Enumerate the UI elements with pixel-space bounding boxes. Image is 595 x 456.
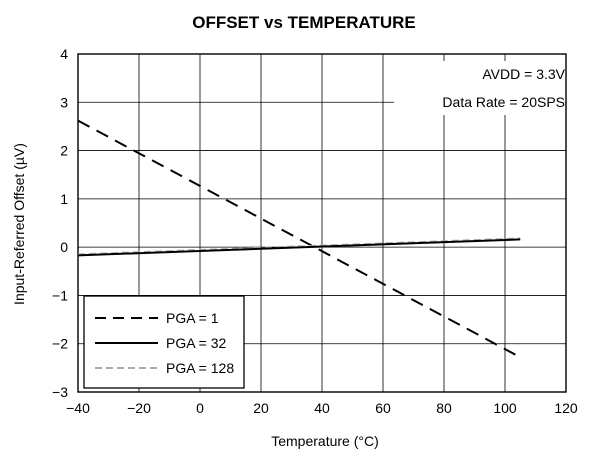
x-tick-label: −40 [66,400,90,416]
y-tick-label: −1 [52,287,68,303]
y-tick-label: 4 [60,46,68,62]
x-tick-label: 100 [493,400,517,416]
x-tick-label: 60 [375,400,391,416]
x-tick-label: 40 [314,400,330,416]
x-axis-label: Temperature (°C) [271,433,379,449]
legend-label: PGA = 32 [166,335,227,351]
x-tick-label: −20 [127,400,151,416]
x-tick-label: 80 [436,400,452,416]
y-tick-label: −2 [52,336,68,352]
y-tick-label: 1 [60,191,68,207]
plot-frame [77,53,567,393]
legend: PGA = 1 PGA = 32 PGA = 128 [83,295,245,389]
y-tick-label: 2 [60,143,68,159]
x-axis-ticks: −40 −20 0 20 40 60 80 100 120 [66,400,578,416]
y-tick-label: 0 [60,239,68,255]
series-line-pga-32 [77,238,521,257]
x-tick-label: 0 [196,400,204,416]
annotation-data-rate: Data Rate = 20SPS [442,94,565,110]
x-tick-label: 20 [253,400,269,416]
annotation-background [394,61,565,115]
legend-label: PGA = 128 [166,360,234,376]
y-axis-ticks: −3 −2 −1 0 1 2 3 4 [52,46,68,400]
y-tick-label: −3 [52,384,68,400]
y-tick-label: 3 [60,94,68,110]
y-axis-label: Input-Referred Offset (µV) [11,143,27,305]
annotation-avdd: AVDD = 3.3V [482,66,565,82]
legend-label: PGA = 1 [166,310,219,326]
chart-title: OFFSET vs TEMPERATURE [192,13,416,32]
series-layer [77,119,521,359]
x-tick-label: 120 [554,400,578,416]
